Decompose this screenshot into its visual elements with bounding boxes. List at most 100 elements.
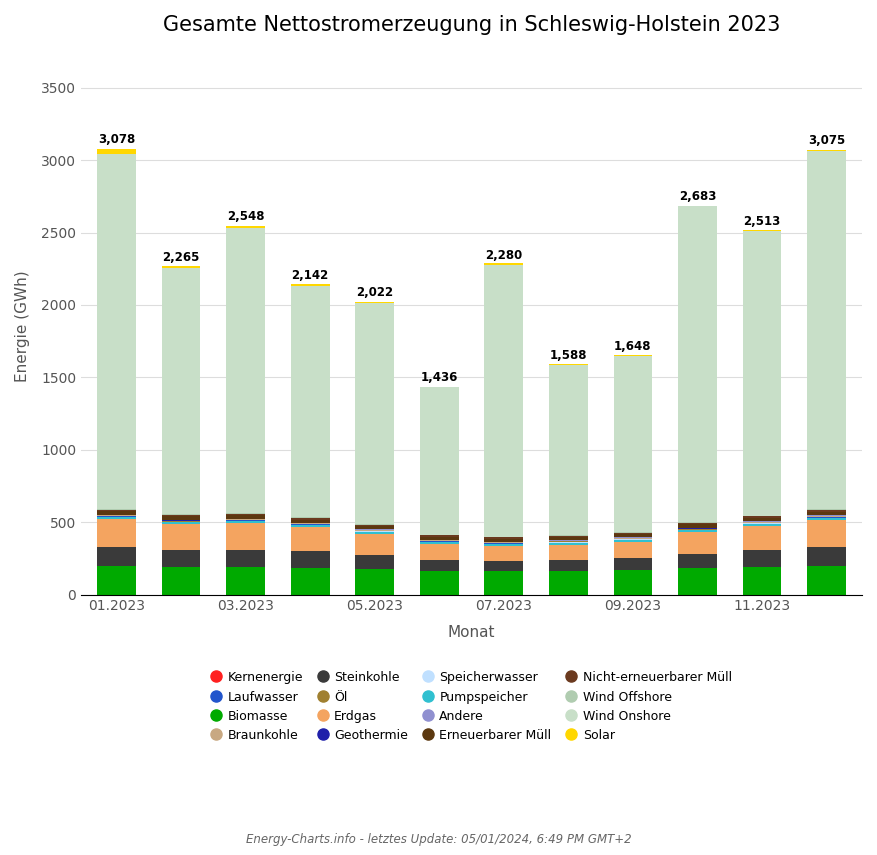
- Bar: [743, 516, 781, 518]
- Bar: [97, 149, 136, 154]
- Bar: [226, 567, 265, 594]
- Bar: [484, 539, 524, 542]
- Bar: [549, 560, 588, 570]
- Bar: [355, 555, 394, 569]
- Bar: [807, 512, 845, 516]
- Text: 2,280: 2,280: [485, 249, 523, 262]
- Bar: [549, 543, 588, 545]
- Bar: [161, 267, 201, 268]
- Bar: [420, 570, 459, 594]
- Text: 2,265: 2,265: [162, 251, 200, 264]
- Bar: [614, 540, 652, 542]
- Bar: [484, 546, 524, 561]
- Bar: [678, 206, 717, 522]
- Bar: [226, 550, 265, 567]
- Bar: [226, 227, 265, 513]
- Bar: [291, 528, 330, 551]
- Bar: [807, 510, 845, 512]
- Bar: [549, 536, 588, 537]
- Bar: [743, 518, 781, 522]
- Bar: [97, 546, 136, 566]
- Bar: [355, 302, 394, 303]
- Bar: [97, 511, 136, 515]
- Bar: [614, 534, 652, 537]
- Text: 1,648: 1,648: [614, 340, 652, 353]
- Bar: [743, 567, 781, 594]
- Bar: [678, 530, 717, 533]
- Bar: [161, 516, 201, 520]
- Bar: [743, 524, 781, 526]
- Bar: [355, 534, 394, 555]
- Bar: [355, 569, 394, 594]
- Bar: [97, 510, 136, 511]
- Bar: [678, 569, 717, 594]
- Bar: [743, 526, 781, 551]
- Bar: [807, 520, 845, 547]
- Bar: [355, 525, 394, 526]
- Bar: [161, 514, 201, 515]
- Bar: [291, 284, 330, 286]
- Text: 2,142: 2,142: [291, 268, 329, 282]
- Bar: [226, 226, 265, 227]
- Bar: [420, 560, 459, 570]
- Bar: [484, 263, 524, 265]
- Text: 3,078: 3,078: [98, 133, 135, 146]
- Bar: [549, 570, 588, 594]
- Text: 1,588: 1,588: [550, 349, 587, 362]
- Bar: [291, 518, 330, 520]
- Bar: [484, 561, 524, 570]
- Bar: [614, 356, 652, 357]
- Bar: [807, 518, 845, 520]
- Bar: [97, 509, 136, 510]
- Bar: [161, 268, 201, 514]
- Bar: [291, 568, 330, 594]
- Bar: [97, 154, 136, 509]
- Bar: [226, 514, 265, 515]
- X-axis label: Monat: Monat: [448, 624, 496, 640]
- Bar: [614, 570, 652, 594]
- Bar: [484, 537, 524, 539]
- Bar: [743, 551, 781, 567]
- Y-axis label: Energie (GWh): Energie (GWh): [15, 271, 30, 382]
- Bar: [161, 524, 201, 550]
- Bar: [291, 517, 330, 518]
- Bar: [355, 532, 394, 534]
- Bar: [161, 522, 201, 524]
- Bar: [484, 544, 524, 546]
- Bar: [97, 519, 136, 546]
- Bar: [355, 526, 394, 529]
- Bar: [614, 357, 652, 532]
- Bar: [614, 558, 652, 570]
- Bar: [291, 525, 330, 528]
- Bar: [420, 387, 459, 534]
- Bar: [484, 570, 524, 594]
- Bar: [226, 521, 265, 523]
- Text: 3,075: 3,075: [808, 133, 845, 147]
- Bar: [807, 547, 845, 566]
- Bar: [420, 535, 459, 537]
- Text: Energy-Charts.info - letztes Update: 05/01/2024, 6:49 PM GMT+2: Energy-Charts.info - letztes Update: 05/…: [246, 834, 631, 846]
- Bar: [549, 537, 588, 540]
- Bar: [549, 365, 588, 535]
- Bar: [226, 513, 265, 514]
- Bar: [161, 550, 201, 567]
- Bar: [743, 231, 781, 516]
- Bar: [420, 542, 459, 544]
- Text: 2,683: 2,683: [679, 191, 717, 203]
- Bar: [678, 524, 717, 528]
- Bar: [161, 567, 201, 594]
- Bar: [420, 537, 459, 540]
- Legend: Kernenergie, Laufwasser, Biomasse, Braunkohle, Steinkohle, Öl, Erdgas, Geothermi: Kernenergie, Laufwasser, Biomasse, Braun…: [205, 665, 738, 748]
- Bar: [291, 520, 330, 523]
- Bar: [484, 265, 524, 537]
- Bar: [614, 533, 652, 534]
- Bar: [807, 150, 845, 151]
- Bar: [226, 515, 265, 518]
- Bar: [614, 542, 652, 558]
- Bar: [97, 566, 136, 594]
- Text: 2,022: 2,022: [356, 286, 393, 299]
- Bar: [678, 554, 717, 569]
- Bar: [807, 151, 845, 510]
- Bar: [807, 566, 845, 594]
- Text: 1,436: 1,436: [421, 371, 458, 384]
